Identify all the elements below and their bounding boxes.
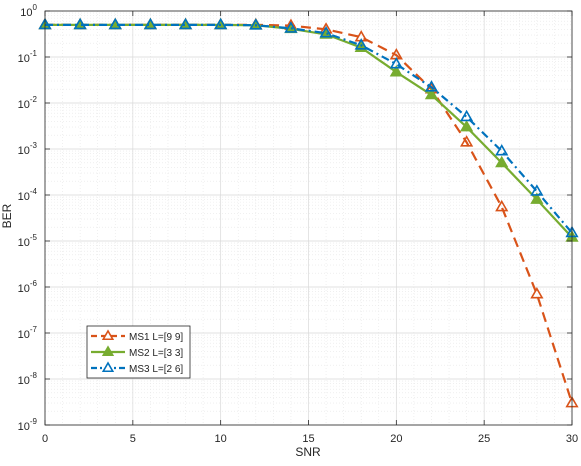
data-point-marker: [73, 17, 87, 30]
x-tick-label: 20: [390, 433, 402, 445]
legend: MS1 L=[9 9] MS2 L=[3 3] MS3 L=[2 6]: [86, 325, 191, 379]
x-tick-label: 10: [215, 433, 227, 445]
y-tick-label: 10-6: [18, 279, 38, 295]
data-point-marker: [249, 18, 263, 30]
series-3: [38, 17, 579, 238]
data-point-marker: [495, 144, 509, 156]
legend-label: MS2 L=[3 3]: [129, 348, 183, 359]
data-point-marker: [284, 21, 298, 33]
data-point-marker: [530, 192, 544, 204]
data-point-marker: [459, 135, 474, 147]
legend-marker-sample: [101, 329, 115, 341]
tick-layer: 100 10-1 10-2 10-3 10-4 10-5 10-6 10-7 10-8 10-9 0…: [18, 3, 579, 445]
data-point-marker: [389, 64, 403, 77]
data-point-marker: [319, 26, 333, 38]
data-point-marker: [178, 17, 193, 30]
series-line: [45, 23, 573, 239]
x-tick-label: 15: [302, 433, 314, 445]
series-layer: [38, 17, 579, 408]
legend-label: MS1 L=[9 9]: [129, 332, 183, 343]
data-point-marker: [459, 119, 474, 132]
data-point-marker: [459, 109, 474, 122]
y-tick-label: 10-9: [18, 417, 38, 433]
data-point-marker: [108, 17, 122, 30]
data-point-marker: [143, 17, 158, 30]
data-point-marker: [495, 199, 509, 212]
legend-marker-sample: [101, 361, 115, 373]
legend-marker-sample: [101, 345, 115, 357]
y-tick-label: 10-4: [18, 187, 38, 203]
legend-label: MS3 L=[2 6]: [129, 364, 183, 375]
y-tick-label: 10-2: [18, 95, 38, 111]
data-point-marker: [214, 17, 228, 30]
y-tick-label: 10-7: [18, 325, 38, 341]
x-tick-label: 5: [130, 433, 136, 445]
data-point-marker: [389, 57, 403, 69]
y-tick-label: 10-3: [18, 141, 38, 157]
y-tick-label: 100: [20, 3, 37, 19]
series-line: [45, 23, 573, 234]
data-point-marker: [354, 38, 368, 50]
y-axis-label: BER: [0, 203, 14, 228]
y-tick-label: 10-1: [18, 49, 38, 65]
x-tick-label: 30: [566, 433, 578, 445]
data-point-marker: [530, 287, 544, 299]
y-tick-label: 10-8: [18, 371, 38, 387]
data-point-marker: [424, 80, 439, 92]
x-tick-label: 25: [478, 433, 490, 445]
x-tick-label: 0: [42, 433, 48, 445]
data-point-marker: [424, 87, 439, 100]
data-point-marker: [495, 155, 509, 168]
x-axis-label: SNR: [295, 445, 321, 459]
data-point-marker: [530, 184, 544, 196]
y-tick-label: 10-5: [18, 233, 38, 249]
